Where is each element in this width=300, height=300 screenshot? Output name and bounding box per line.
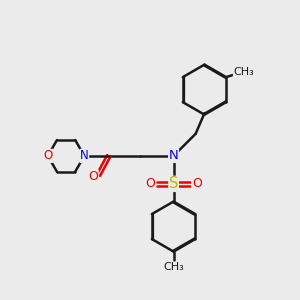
Text: O: O xyxy=(145,177,155,190)
Text: CH₃: CH₃ xyxy=(163,262,184,272)
Text: N: N xyxy=(169,149,178,162)
Text: S: S xyxy=(169,176,178,191)
Text: CH₃: CH₃ xyxy=(233,68,254,77)
Text: O: O xyxy=(192,177,202,190)
Text: O: O xyxy=(43,149,52,162)
Text: N: N xyxy=(80,149,89,162)
Text: O: O xyxy=(88,170,98,183)
